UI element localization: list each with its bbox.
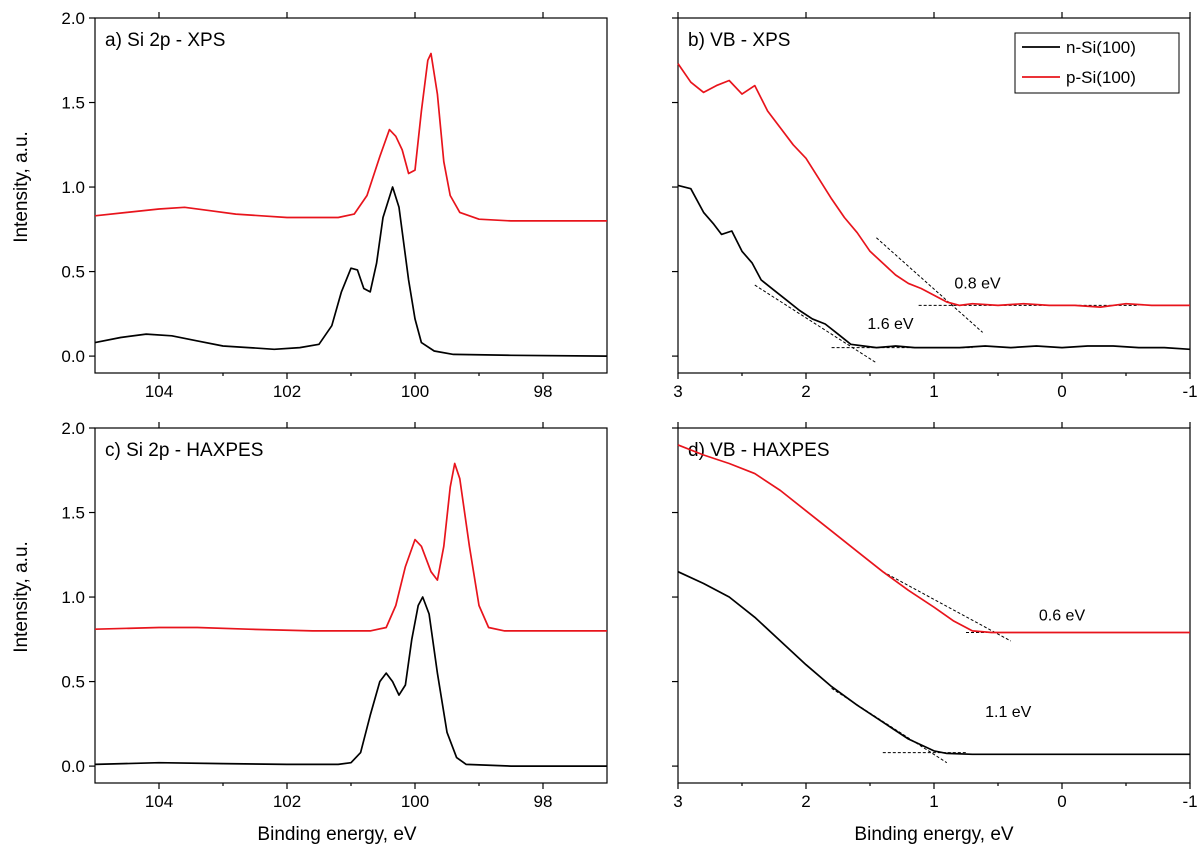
plot-frame-c (94, 427, 608, 784)
x-tick-label: 3 (673, 382, 682, 401)
series-line-n-si (94, 186, 608, 357)
y-axis-label-top: Intensity, a.u. (11, 131, 32, 243)
x-tick-label: 100 (401, 382, 429, 401)
x-tick-label: 1 (929, 792, 938, 811)
panel-a: 104 102 100 98 0.0 0.5 1.0 1.5 2.0 a) Si 2p - XPS (61, 9, 608, 401)
y-tick-label: 2.0 (61, 419, 85, 438)
y-tick-label: 0.5 (61, 673, 85, 692)
x-tick-label: 98 (534, 792, 553, 811)
plot-frame-a (94, 17, 608, 374)
x-tick-label: -1 (1182, 382, 1197, 401)
x-tick-label: 102 (273, 792, 301, 811)
y-axis-label-bottom: Intensity, a.u. (11, 541, 32, 653)
series-line-n-si (677, 570, 1190, 756)
panel-c: 104 102 100 98 0.0 0.5 1.0 1.5 2.0 c) Si 2p - HAX… (61, 419, 608, 811)
gap-annotation: 0.8 eV (954, 275, 1001, 292)
panel-title-c: c) Si 2p - HAXPES (105, 440, 263, 461)
plot-frame-d (677, 427, 1191, 784)
y-tick-label: 1.0 (61, 178, 85, 197)
series-line-p-si (94, 52, 607, 222)
y-tick-label: 2.0 (61, 9, 85, 28)
y-tick-label: 1.0 (61, 588, 85, 607)
x-tick-label: 2 (801, 382, 810, 401)
x-axis-label-left: Binding energy, eV (257, 824, 416, 845)
legend-label-p-si: p-Si(100) (1066, 68, 1136, 87)
tangent-guide-line (754, 284, 877, 364)
tangent-guide-line (882, 571, 1012, 642)
x-tick-label: 3 (673, 792, 682, 811)
y-tick-label: 0.0 (61, 347, 85, 366)
x-tick-label: 1 (929, 382, 938, 401)
gap-annotation: 0.6 eV (1039, 608, 1086, 625)
series-line-n-si (677, 184, 1191, 351)
gap-annotation: 1.1 eV (985, 704, 1032, 721)
y-tick-label: 0.0 (61, 757, 85, 776)
x-tick-label: -1 (1182, 792, 1197, 811)
panel-d: 3 2 1 0 -1 d) VB - HAXPES 0.6 eV 1.1 eV (672, 422, 1198, 811)
x-tick-label: 98 (534, 382, 553, 401)
x-axis-label-right: Binding energy, eV (854, 824, 1013, 845)
y-tick-label: 0.5 (61, 263, 85, 282)
x-tick-label: 2 (801, 792, 810, 811)
legend-box (1014, 32, 1180, 94)
gap-annotation: 1.6 eV (867, 316, 914, 333)
legend: n-Si(100) p-Si(100) (1014, 32, 1180, 94)
x-tick-label: 0 (1057, 792, 1066, 811)
y-tick-label: 1.5 (61, 504, 85, 523)
x-tick-label: 102 (273, 382, 301, 401)
x-tick-label: 104 (145, 792, 173, 811)
x-tick-label: 104 (145, 382, 173, 401)
x-tick-label: 100 (401, 792, 429, 811)
panel-title-d: d) VB - HAXPES (688, 440, 830, 461)
panel-title-b: b) VB - XPS (688, 30, 790, 51)
tangent-guide-line (876, 237, 983, 333)
panel-title-a: a) Si 2p - XPS (105, 30, 225, 51)
x-tick-label: 0 (1057, 382, 1066, 401)
series-line-n-si (94, 596, 607, 767)
y-tick-label: 1.5 (61, 94, 85, 113)
series-line-p-si (677, 63, 1190, 308)
series-line-p-si (94, 462, 607, 632)
series-line-p-si (677, 444, 1190, 634)
panel-b: 3 2 1 0 -1 b) VB - XPS 0.8 eV 1.6 eV (672, 12, 1198, 401)
legend-label-n-si: n-Si(100) (1066, 38, 1136, 57)
